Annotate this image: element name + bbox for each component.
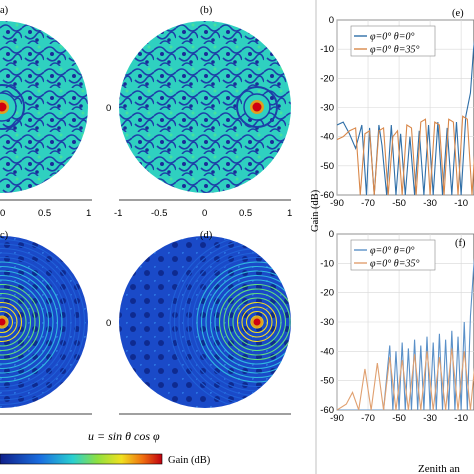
- tick-label: -1: [114, 208, 122, 219]
- contour-ring: [0, 306, 18, 338]
- contour-ring: [0, 310, 14, 334]
- contour-ring: [0, 288, 36, 356]
- series-group: [337, 257, 474, 410]
- panel-d-label: (d): [200, 230, 213, 241]
- contour-ring: [0, 238, 86, 406]
- colorbar: Gain (dB): [0, 453, 211, 466]
- tick-label: 0.5: [239, 208, 252, 219]
- contour-ring: [236, 301, 278, 343]
- contour-ring: [241, 306, 273, 338]
- panel-d: (d) 0: [106, 230, 291, 415]
- y-tick-label: 0: [329, 229, 334, 240]
- panel-c: c): [0, 230, 92, 415]
- tick-label: 0: [106, 103, 111, 114]
- contour-ring: [0, 261, 63, 383]
- tick-label: 0: [106, 318, 111, 329]
- panel-b-label: (b): [200, 5, 213, 16]
- contour-ring: [214, 279, 291, 365]
- contour-ring: [0, 301, 23, 343]
- tick-label: -0.5: [151, 208, 167, 219]
- panel-a: a) 0 0.5 1: [0, 5, 92, 219]
- contour-ring: [232, 297, 282, 347]
- x-tick-label: -90: [330, 413, 344, 424]
- x-tick-label: -10: [454, 198, 468, 209]
- contour-ring: [205, 270, 291, 374]
- tick-label: 1: [86, 208, 91, 219]
- contour-ring: [0, 256, 68, 388]
- tick-label: 0.5: [38, 208, 51, 219]
- x-tick-label: -90: [330, 198, 344, 209]
- contour-ring: [0, 274, 50, 370]
- x-tick-label: -10: [454, 413, 468, 424]
- contour-ring: [191, 256, 291, 388]
- panel-f-label: (f): [455, 238, 466, 249]
- contour-ring: [0, 292, 32, 352]
- legend: φ=0° θ=0° φ=0° θ=35°: [350, 25, 436, 57]
- tick-label: 0: [202, 208, 207, 219]
- uv-xlabel: u = sin θ cos φ: [88, 429, 160, 443]
- chart-e: 0 -10 -20 -30 -40 -50 -60-90 -70 -50 -30 -10 φ=0° θ…: [320, 15, 474, 209]
- y-tick-label: -40: [320, 132, 334, 143]
- y-tick-label: -10: [320, 258, 334, 269]
- panel-c-label: c): [0, 230, 9, 241]
- contour-ring: [0, 243, 81, 401]
- contour-ring: [227, 292, 287, 352]
- contour-ring: [0, 265, 59, 379]
- contour-ring: [196, 261, 291, 383]
- colorbar-label: Gain (dB): [168, 455, 211, 466]
- series-line: [337, 39, 474, 195]
- chart-f: 0 -10 -20 -30 -40 -50 -60-90 -70 -50 -30 -10 φ=0° θ…: [320, 229, 474, 424]
- y-axis-label: Gain (dB): [310, 189, 321, 232]
- legend: φ=0° θ=0° φ=0° θ=35°: [350, 239, 436, 271]
- y-tick-label: -30: [320, 317, 334, 328]
- contour-ring: [0, 283, 41, 361]
- contour-ring: [0, 252, 72, 392]
- contour-ring: [0, 297, 27, 347]
- contour-ring: [223, 288, 291, 356]
- y-tick-label: -40: [320, 346, 334, 357]
- tick-label: 1: [287, 208, 292, 219]
- y-tick-label: -50: [320, 161, 334, 172]
- legend-entry: φ=0° θ=0°: [370, 246, 414, 257]
- legend-box: [350, 25, 436, 57]
- x-axis-label: Zenith an: [418, 463, 460, 474]
- contour-ring: [0, 247, 77, 397]
- tick-label: 0: [0, 208, 5, 219]
- panel-e-label: (e): [452, 8, 464, 19]
- x-tick-label: -30: [423, 198, 437, 209]
- y-tick-label: -60: [320, 405, 334, 416]
- x-tick-label: -70: [361, 198, 375, 209]
- series-line: [337, 348, 474, 410]
- legend-box: [350, 239, 436, 271]
- y-tick-label: -30: [320, 103, 334, 114]
- series-line: [337, 257, 474, 410]
- legend-entry: φ=0° θ=0°: [370, 32, 414, 43]
- x-tick-label: -30: [423, 413, 437, 424]
- contour-ring: [218, 283, 291, 361]
- series-group: [337, 39, 474, 195]
- y-tick-label: -50: [320, 376, 334, 387]
- contour-ring: [0, 270, 54, 374]
- y-tick-label: 0: [329, 15, 334, 26]
- legend-entry: φ=0° θ=35°: [370, 259, 419, 270]
- y-tick-label: -10: [320, 44, 334, 55]
- panel-b: (b) -1 -0.5 0 0.5 1 0: [106, 5, 292, 219]
- contour-ring: [209, 274, 291, 370]
- contour-ring: [200, 265, 291, 379]
- y-tick-label: -20: [320, 73, 334, 84]
- x-tick-label: -50: [392, 198, 406, 209]
- contour-ring: [0, 279, 45, 365]
- panel-a-label: a): [0, 5, 9, 16]
- legend-entry: φ=0° θ=35°: [370, 45, 419, 56]
- y-tick-label: -20: [320, 288, 334, 299]
- contour-ring: [169, 236, 291, 408]
- x-tick-label: -70: [361, 413, 375, 424]
- y-tick-label: -60: [320, 190, 334, 201]
- series-line: [337, 115, 474, 195]
- x-tick-label: -50: [392, 413, 406, 424]
- contour-ring: [245, 310, 269, 334]
